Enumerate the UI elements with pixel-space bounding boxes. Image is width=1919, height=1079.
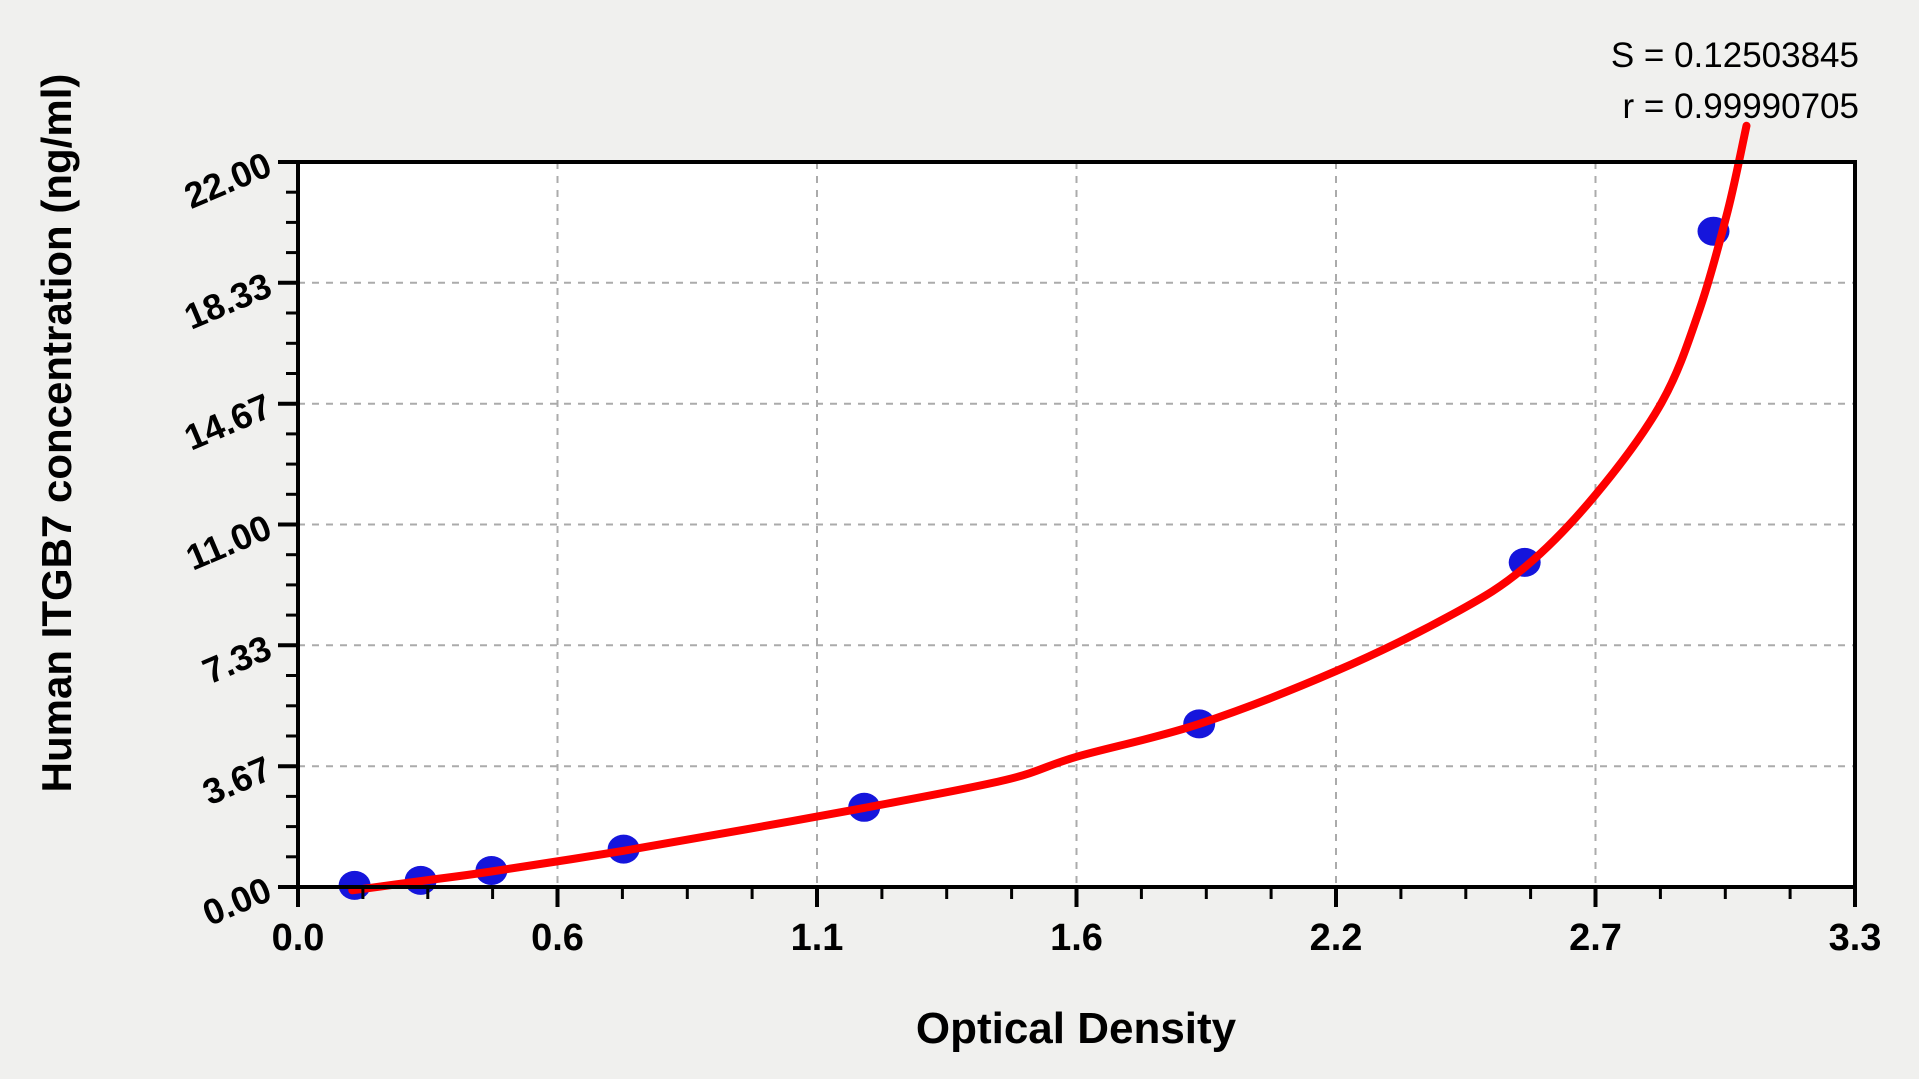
r-statistic: r = 0.99990705 <box>1622 87 1859 126</box>
x-tick-label: 0.6 <box>531 917 584 959</box>
y-tick-label: 3.67 <box>197 748 278 813</box>
y-tick-label: 0.00 <box>197 869 278 934</box>
y-axis-title: Human ITGB7 concentration (ng/ml) <box>33 73 80 793</box>
x-tick-label: 3.3 <box>1829 917 1882 959</box>
s-statistic: S = 0.12503845 <box>1610 36 1859 75</box>
x-axis-title: Optical Density <box>915 1004 1237 1053</box>
x-tick-label: 1.6 <box>1050 917 1103 959</box>
y-tick-label: 22.00 <box>178 144 277 217</box>
y-tick-label: 14.67 <box>178 385 277 458</box>
x-tick-label: 2.2 <box>1310 917 1363 959</box>
x-tick-label: 2.7 <box>1569 917 1622 959</box>
fit-statistics: S = 0.12503845 r = 0.99990705 <box>1611 30 1859 132</box>
y-tick-label: 18.33 <box>178 264 277 337</box>
x-tick-label: 1.1 <box>791 917 844 959</box>
y-tick-label: 7.33 <box>197 627 278 692</box>
y-tick-label: 11.00 <box>180 506 277 578</box>
x-tick-label: 0.0 <box>272 917 325 959</box>
fitted-curve <box>348 121 1751 895</box>
